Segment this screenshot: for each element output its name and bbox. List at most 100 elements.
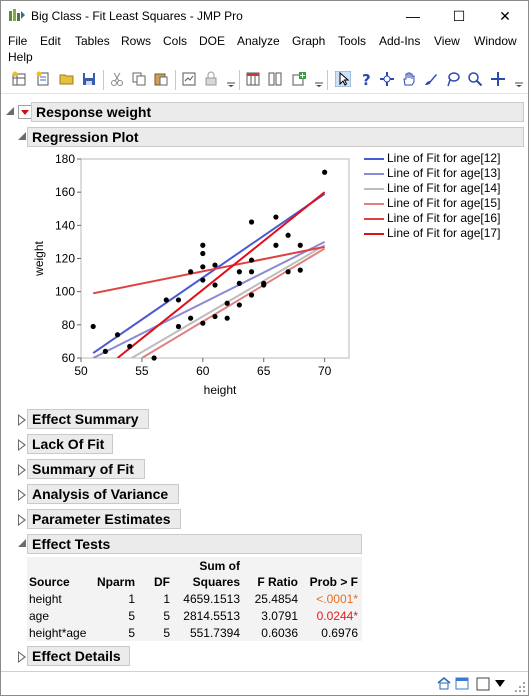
toolbar-separator [239,70,240,90]
menu-doe[interactable]: DOE [199,34,226,48]
open-folder-icon[interactable] [59,71,75,87]
cut-icon[interactable] [109,71,125,87]
home-icon[interactable] [437,677,451,690]
parameter-estimates-header[interactable]: Parameter Estimates [27,509,181,529]
menu-analyze[interactable]: Analyze [237,34,280,48]
menu-file[interactable]: File [8,34,28,48]
summary-of-fit-disclosure-icon[interactable] [18,464,26,476]
legend-entry[interactable]: Line of Fit for age[13] [364,166,514,181]
legend-entry[interactable]: Line of Fit for age[14] [364,181,514,196]
save-icon[interactable] [81,71,97,87]
col-header-nparm: Nparm [96,575,135,589]
journal-icon[interactable] [181,71,197,87]
fit-line-1 [92,241,326,358]
menu-help[interactable]: Help [8,50,33,64]
close-button[interactable]: ✕ [499,8,511,24]
y-tick-label: 60 [62,351,76,365]
data-point [322,169,328,175]
menu-cols[interactable]: Cols [163,34,188,48]
effect-tests-disclosure-icon[interactable] [18,539,26,547]
effect-summary-title: Effect Summary [32,411,139,427]
summary-of-fit-header[interactable]: Summary of Fit [27,459,145,479]
data-point [297,267,303,273]
menu-window[interactable]: Window [474,34,517,48]
lock-icon[interactable] [203,71,219,87]
data-point [297,242,303,248]
resize-grip-icon[interactable] [514,681,526,693]
effect-details-disclosure-icon[interactable] [18,651,26,663]
table-cell-source: height [29,592,62,606]
data-table-icon[interactable] [245,71,261,87]
hand-tool-icon[interactable] [401,71,417,87]
table-cell-prob: 0.6976 [321,626,358,640]
window-list-icon[interactable] [455,677,469,690]
table-cell-f-ratio: 3.0791 [261,609,298,623]
table-cell-f-ratio: 0.6036 [261,626,298,640]
add-rows-icon[interactable] [291,71,307,87]
menu-add-ins[interactable]: Add-Ins [379,34,421,48]
data-point [236,269,242,275]
data-point [285,269,291,275]
legend-entry[interactable]: Line of Fit for age[12] [364,151,514,166]
effect-summary-header[interactable]: Effect Summary [27,409,149,429]
fit-line-0 [92,193,326,354]
window-title: Big Class - Fit Least Squares - JMP Pro [31,9,243,23]
brush-tool-icon[interactable] [423,71,439,87]
red-triangle-menu-icon[interactable] [18,105,32,119]
parameter-estimates-disclosure-icon[interactable] [18,514,26,526]
magnifier-tool-icon[interactable] [467,71,483,87]
split-table-icon[interactable] [267,71,283,87]
dropdown-arrow-icon[interactable] [495,680,505,688]
legend-entry[interactable]: Line of Fit for age[16] [364,211,514,226]
effect-summary-disclosure-icon[interactable] [18,414,26,426]
arrow-tool-icon[interactable] [335,71,351,87]
effect-details-header[interactable]: Effect Details [27,646,130,666]
data-point [200,264,206,270]
lasso-tool-icon[interactable] [445,71,461,87]
help-tool-icon[interactable]: ? [358,71,374,87]
legend-entry[interactable]: Line of Fit for age[17] [364,226,514,241]
copy-icon[interactable] [131,71,147,87]
parameter-estimates-title: Parameter Estimates [32,511,171,527]
toolbar-overflow-icon[interactable] [511,71,527,87]
legend-entry[interactable]: Line of Fit for age[15] [364,196,514,211]
maximize-button[interactable]: ☐ [452,8,466,24]
analysis-of-variance-header[interactable]: Analysis of Variance [27,484,179,504]
data-point [102,348,108,354]
data-point [236,302,242,308]
menu-rows[interactable]: Rows [121,34,152,48]
view-box-icon[interactable] [476,677,490,691]
new-script-icon[interactable] [35,71,51,87]
toolbar-overflow-icon[interactable] [311,71,327,87]
toolbar-overflow-icon[interactable] [223,71,239,87]
crosshair-tool-icon[interactable] [379,71,395,87]
regression-plot-header[interactable]: Regression Plot [27,127,524,147]
x-tick-label: 70 [318,364,332,378]
data-point [248,269,255,275]
new-data-table-icon[interactable] [11,71,27,87]
response-disclosure-icon[interactable] [6,107,14,115]
response-header[interactable]: Response weight [31,102,524,122]
data-point [90,323,96,330]
menu-view[interactable]: View [434,34,460,48]
plus-tool-icon[interactable] [490,71,506,87]
y-tick-label: 160 [55,185,75,199]
analysis-of-variance-disclosure-icon[interactable] [18,489,26,501]
regression-plot-disclosure-icon[interactable] [18,132,26,140]
regression-plot[interactable]: 50 55 60 65 70 60 80 100 120 140 160 180 height weigh… [31,151,356,401]
menu-graph[interactable]: Graph [292,34,326,48]
menu-edit[interactable]: Edit [40,34,61,48]
col-header-df: DF [154,575,170,589]
lack-of-fit-disclosure-icon[interactable] [18,439,26,451]
table-cell-df: 5 [163,609,170,623]
minimize-button[interactable]: — [406,8,420,24]
table-cell-nparm: 1 [128,592,135,606]
effect-tests-header[interactable]: Effect Tests [27,534,362,554]
menu-tables[interactable]: Tables [75,34,110,48]
menu-tools[interactable]: Tools [338,34,367,48]
lack-of-fit-header[interactable]: Lack Of Fit [27,434,113,454]
effect-details-title: Effect Details [32,648,121,664]
data-point [175,297,182,303]
paste-icon[interactable] [153,71,169,87]
regression-plot-title: Regression Plot [32,129,139,145]
